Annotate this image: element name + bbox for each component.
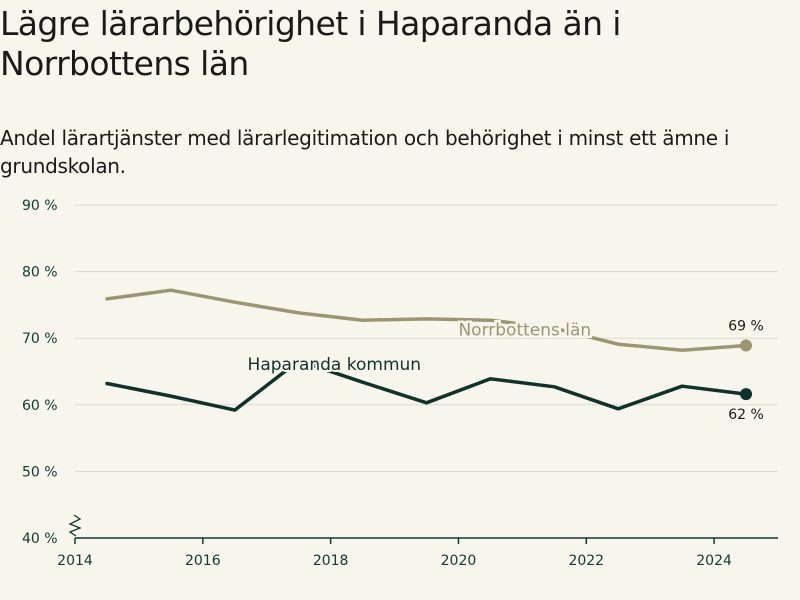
axis-break-icon [68,514,82,537]
haparanda-end-point [740,388,753,401]
x-tick-label: 2016 [185,553,221,569]
x-tick-label: 2020 [441,553,477,569]
chart-title: Lägre lärarbehörighet i Haparanda än i N… [0,4,621,83]
y-tick-label: 60 % [22,398,58,414]
x-tick-label: 2018 [313,553,349,569]
x-tick-label: 2022 [568,553,604,569]
norrbotten-end-point [740,339,753,352]
y-tick-label: 80 % [22,265,58,281]
y-tick-label: 50 % [22,464,58,480]
norrbotten-end-label: 69 % [728,319,764,335]
y-tick-label: 40 % [22,531,58,547]
haparanda-end-label: 62 % [728,407,764,423]
x-tick-label: 2014 [57,553,93,569]
norrbotten-line [105,288,748,352]
x-tick-label: 2024 [696,553,732,569]
haparanda-line [105,359,748,412]
y-tick-label: 70 % [22,331,58,347]
series-label-norrbotten: Norrbottens län [458,321,591,341]
chart-subtitle: Andel lärartjänster med lärarlegitimatio… [0,126,730,178]
series-label-haparanda: Haparanda kommun [248,355,422,375]
y-tick-label: 90 % [22,198,58,214]
